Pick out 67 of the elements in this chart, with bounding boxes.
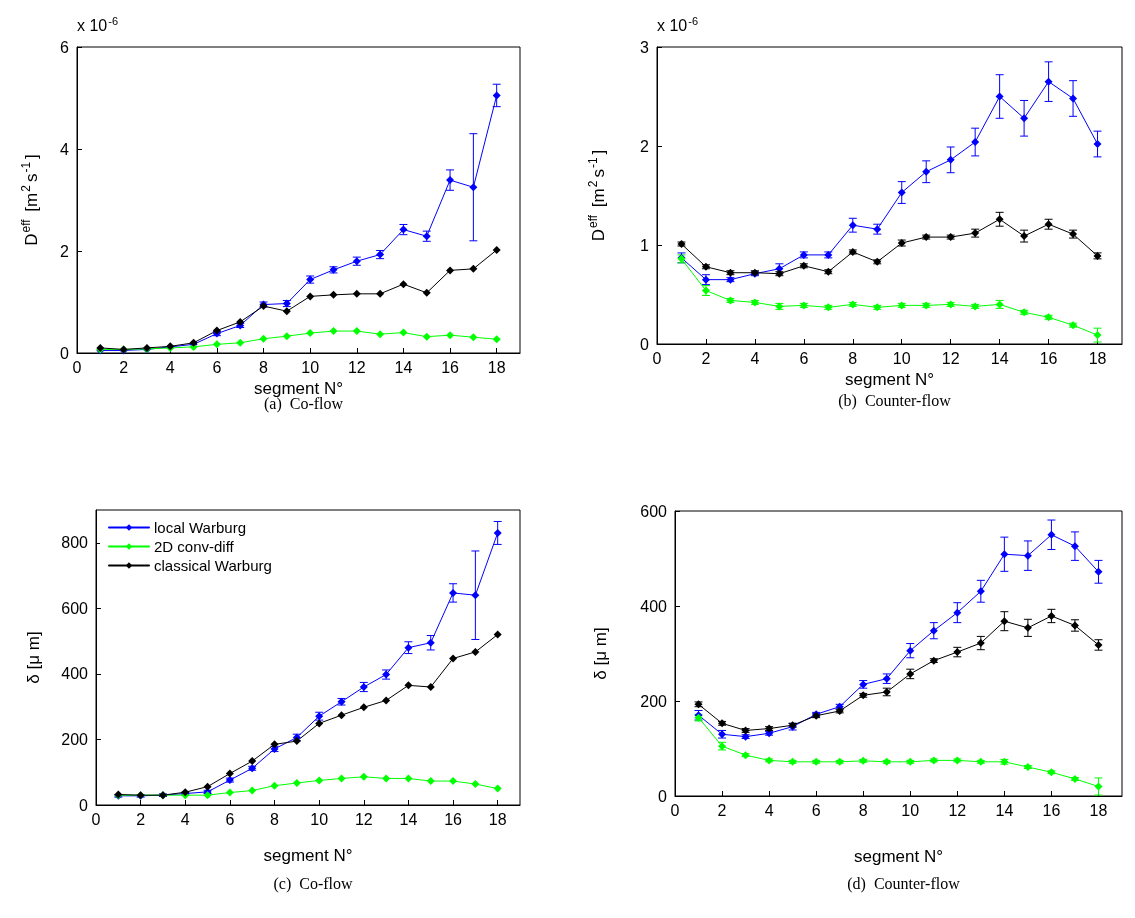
- x-tick-label: 0: [91, 810, 101, 828]
- x-tick-label: 18: [1089, 801, 1108, 819]
- x-axis-title: segment N°: [263, 846, 353, 865]
- x-tick-label: 14: [990, 349, 1009, 367]
- x-axis-title: segment N°: [253, 378, 344, 398]
- y-tick-label: 1: [640, 236, 650, 254]
- x-axis-title: segment N°: [844, 369, 935, 389]
- x-tick-label: 8: [259, 358, 269, 376]
- x-tick-label: 12: [347, 358, 366, 376]
- x-tick-label: 16: [1042, 801, 1061, 819]
- y-tick-label: 600: [61, 599, 89, 617]
- y-tick-label: 4: [60, 140, 70, 158]
- text: (b) Counter-flow: [838, 391, 952, 410]
- y-axis-title: Deff [m2s-1]: [586, 149, 608, 242]
- x-tick-label: 14: [399, 810, 418, 828]
- x-tick-label: 6: [799, 349, 809, 367]
- x-tick-label: 6: [811, 801, 821, 819]
- y-axis-title: δ [μ m]: [24, 631, 43, 684]
- y-tick-label: 200: [640, 692, 668, 710]
- x-tick-label: 10: [901, 801, 920, 819]
- y-tick-label: 2: [640, 137, 650, 155]
- x-tick-label: 12: [948, 801, 967, 819]
- x-tick-label: 12: [941, 349, 960, 367]
- x-tick-label: 16: [444, 810, 463, 828]
- legend-label: classical Warburg: [154, 557, 272, 574]
- text: (c) Co-flow: [273, 874, 353, 893]
- x-tick-label: 4: [750, 349, 760, 367]
- x-tick-label: 16: [441, 358, 460, 376]
- x-tick-label: 10: [892, 349, 911, 367]
- x-tick-label: 2: [701, 349, 711, 367]
- x-tick-label: 2: [136, 810, 146, 828]
- x-tick-label: 4: [165, 358, 175, 376]
- x-tick-label: 16: [1039, 349, 1058, 367]
- y-axis-title: δ [μ m]: [591, 627, 610, 680]
- x-tick-label: 10: [301, 358, 320, 376]
- x-tick-label: 10: [310, 810, 329, 828]
- x-tick-label: 8: [270, 810, 280, 828]
- x-tick-label: 8: [858, 801, 868, 819]
- y-tick-label: 6: [60, 38, 70, 56]
- y-tick-label: 600: [640, 502, 668, 520]
- x-tick-label: 8: [848, 349, 858, 367]
- x-tick-label: 4: [180, 810, 190, 828]
- x-tick-label: 4: [764, 801, 774, 819]
- x-tick-label: 6: [225, 810, 235, 828]
- x-tick-label: 18: [488, 810, 507, 828]
- y-tick-label: 2: [60, 242, 70, 260]
- y-tick-label: 3: [640, 38, 650, 56]
- x-tick-label: 14: [995, 801, 1014, 819]
- x-axis-title: segment N°: [853, 847, 944, 866]
- x-tick-label: 14: [394, 358, 413, 376]
- x-tick-label: 2: [717, 801, 727, 819]
- y-tick-label: 200: [61, 730, 89, 748]
- y-axis-title: Deff [m2s-1]: [19, 154, 41, 246]
- y-tick-label: 0: [640, 335, 650, 353]
- y-tick-label: 400: [640, 597, 668, 615]
- x-tick-label: 6: [212, 358, 222, 376]
- x-tick-label: 0: [670, 801, 680, 819]
- y-tick-label: 800: [61, 534, 89, 552]
- text: (d) Counter-flow: [847, 874, 961, 893]
- y-tick-label: 0: [658, 787, 668, 805]
- y-tick-label: 400: [61, 665, 89, 683]
- x-tick-label: 18: [1088, 349, 1107, 367]
- x-tick-label: 12: [354, 810, 373, 828]
- x-tick-label: 2: [119, 358, 129, 376]
- legend-label: local Warburg: [154, 519, 246, 536]
- x-tick-label: 18: [487, 358, 506, 376]
- legend-label: 2D conv-diff: [154, 538, 235, 555]
